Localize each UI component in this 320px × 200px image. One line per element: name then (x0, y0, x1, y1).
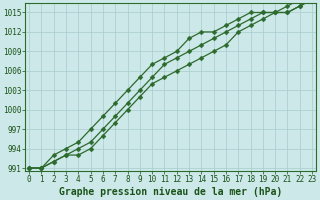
X-axis label: Graphe pression niveau de la mer (hPa): Graphe pression niveau de la mer (hPa) (59, 187, 282, 197)
